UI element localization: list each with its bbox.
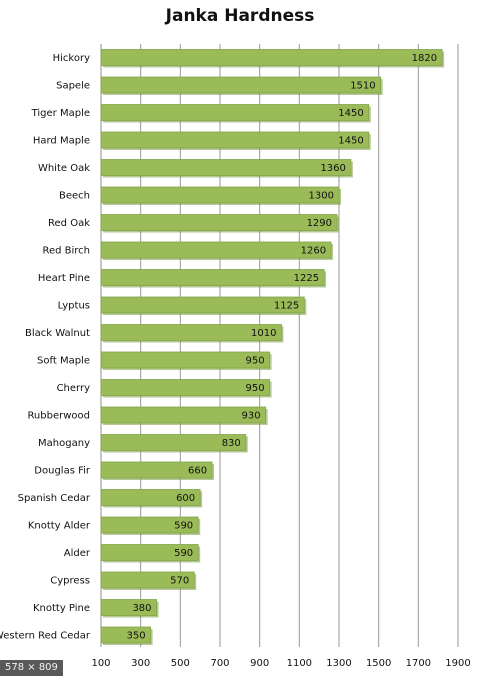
category-label: Knotty Pine xyxy=(33,603,90,614)
category-label: Heart Pine xyxy=(38,273,90,284)
x-tick-label: 100 xyxy=(91,658,110,669)
chart-title: Janka Hardness xyxy=(165,6,315,26)
x-tick-label: 1900 xyxy=(445,658,470,669)
x-tick-label: 1300 xyxy=(326,658,351,669)
category-label: Western Red Cedar xyxy=(0,631,91,642)
data-label: 660 xyxy=(188,466,207,477)
x-tick-label: 300 xyxy=(131,658,150,669)
labels: 100 300 500 700 900 1100 1300 1500 1700 1900 Hicko… xyxy=(0,53,471,669)
category-label: Spanish Cedar xyxy=(18,493,91,504)
data-label: 950 xyxy=(245,356,264,367)
category-label: Mahogany xyxy=(38,438,90,449)
category-label: Beech xyxy=(59,191,90,202)
data-label: 1290 xyxy=(307,218,332,229)
bar xyxy=(100,269,325,286)
bar xyxy=(100,351,270,369)
bar xyxy=(100,214,338,231)
x-tick-label: 900 xyxy=(250,658,269,669)
category-label: Cherry xyxy=(57,383,91,394)
data-label: 1510 xyxy=(350,81,375,92)
bar xyxy=(100,241,332,259)
category-label: Alder xyxy=(64,548,91,559)
category-label: Cypress xyxy=(50,576,90,587)
category-label: White Oak xyxy=(38,163,90,174)
data-label: 1450 xyxy=(338,108,363,119)
data-label: 950 xyxy=(245,383,264,394)
bar xyxy=(100,76,382,94)
bar xyxy=(100,296,305,314)
category-label: Tiger Maple xyxy=(31,108,90,119)
category-label: Sapele xyxy=(56,81,90,92)
data-label: 1010 xyxy=(251,328,276,339)
bar xyxy=(100,49,443,66)
bar xyxy=(100,461,213,479)
category-label: Soft Maple xyxy=(37,356,90,367)
bar xyxy=(100,626,151,644)
data-label: 830 xyxy=(222,438,241,449)
x-tick-label: 500 xyxy=(171,658,190,669)
bar xyxy=(100,406,267,424)
x-tick-label: 700 xyxy=(210,658,229,669)
data-label: 1820 xyxy=(412,53,437,64)
data-label: 930 xyxy=(242,411,261,422)
bars xyxy=(100,49,445,645)
bar xyxy=(100,599,157,616)
bar xyxy=(100,571,195,589)
data-label: 1360 xyxy=(320,163,345,174)
bar xyxy=(100,131,370,149)
x-tick-label: 1700 xyxy=(406,658,431,669)
data-label: 1225 xyxy=(294,273,319,284)
data-label: 1450 xyxy=(338,136,363,147)
category-label: Hard Maple xyxy=(33,136,90,147)
bar xyxy=(100,489,201,506)
bar xyxy=(100,186,340,204)
x-tick-label: 1100 xyxy=(287,658,312,669)
bar xyxy=(100,379,270,396)
category-label: Douglas Fir xyxy=(34,466,91,477)
data-label: 1300 xyxy=(309,191,334,202)
bar xyxy=(100,324,282,341)
bar xyxy=(100,516,199,534)
data-label: 590 xyxy=(174,548,193,559)
bar xyxy=(100,104,370,121)
category-label: Rubberwood xyxy=(27,411,90,422)
category-label: Black Walnut xyxy=(25,328,90,339)
bar xyxy=(100,434,247,451)
data-label: 1260 xyxy=(301,246,326,257)
data-label: 590 xyxy=(174,521,193,532)
bar xyxy=(100,159,352,176)
data-label: 570 xyxy=(170,576,189,587)
category-label: Red Birch xyxy=(42,246,90,257)
category-label: Knotty Alder xyxy=(28,521,91,532)
category-label: Lyptus xyxy=(58,301,90,312)
x-tick-label: 1500 xyxy=(366,658,391,669)
bar xyxy=(100,544,199,561)
data-label: 350 xyxy=(126,631,145,642)
category-label: Hickory xyxy=(53,53,90,64)
image-size-badge: 578 × 809 xyxy=(0,660,63,676)
category-label: Red Oak xyxy=(48,218,90,229)
data-label: 380 xyxy=(132,603,151,614)
data-label: 1125 xyxy=(274,301,299,312)
data-label: 600 xyxy=(176,493,195,504)
